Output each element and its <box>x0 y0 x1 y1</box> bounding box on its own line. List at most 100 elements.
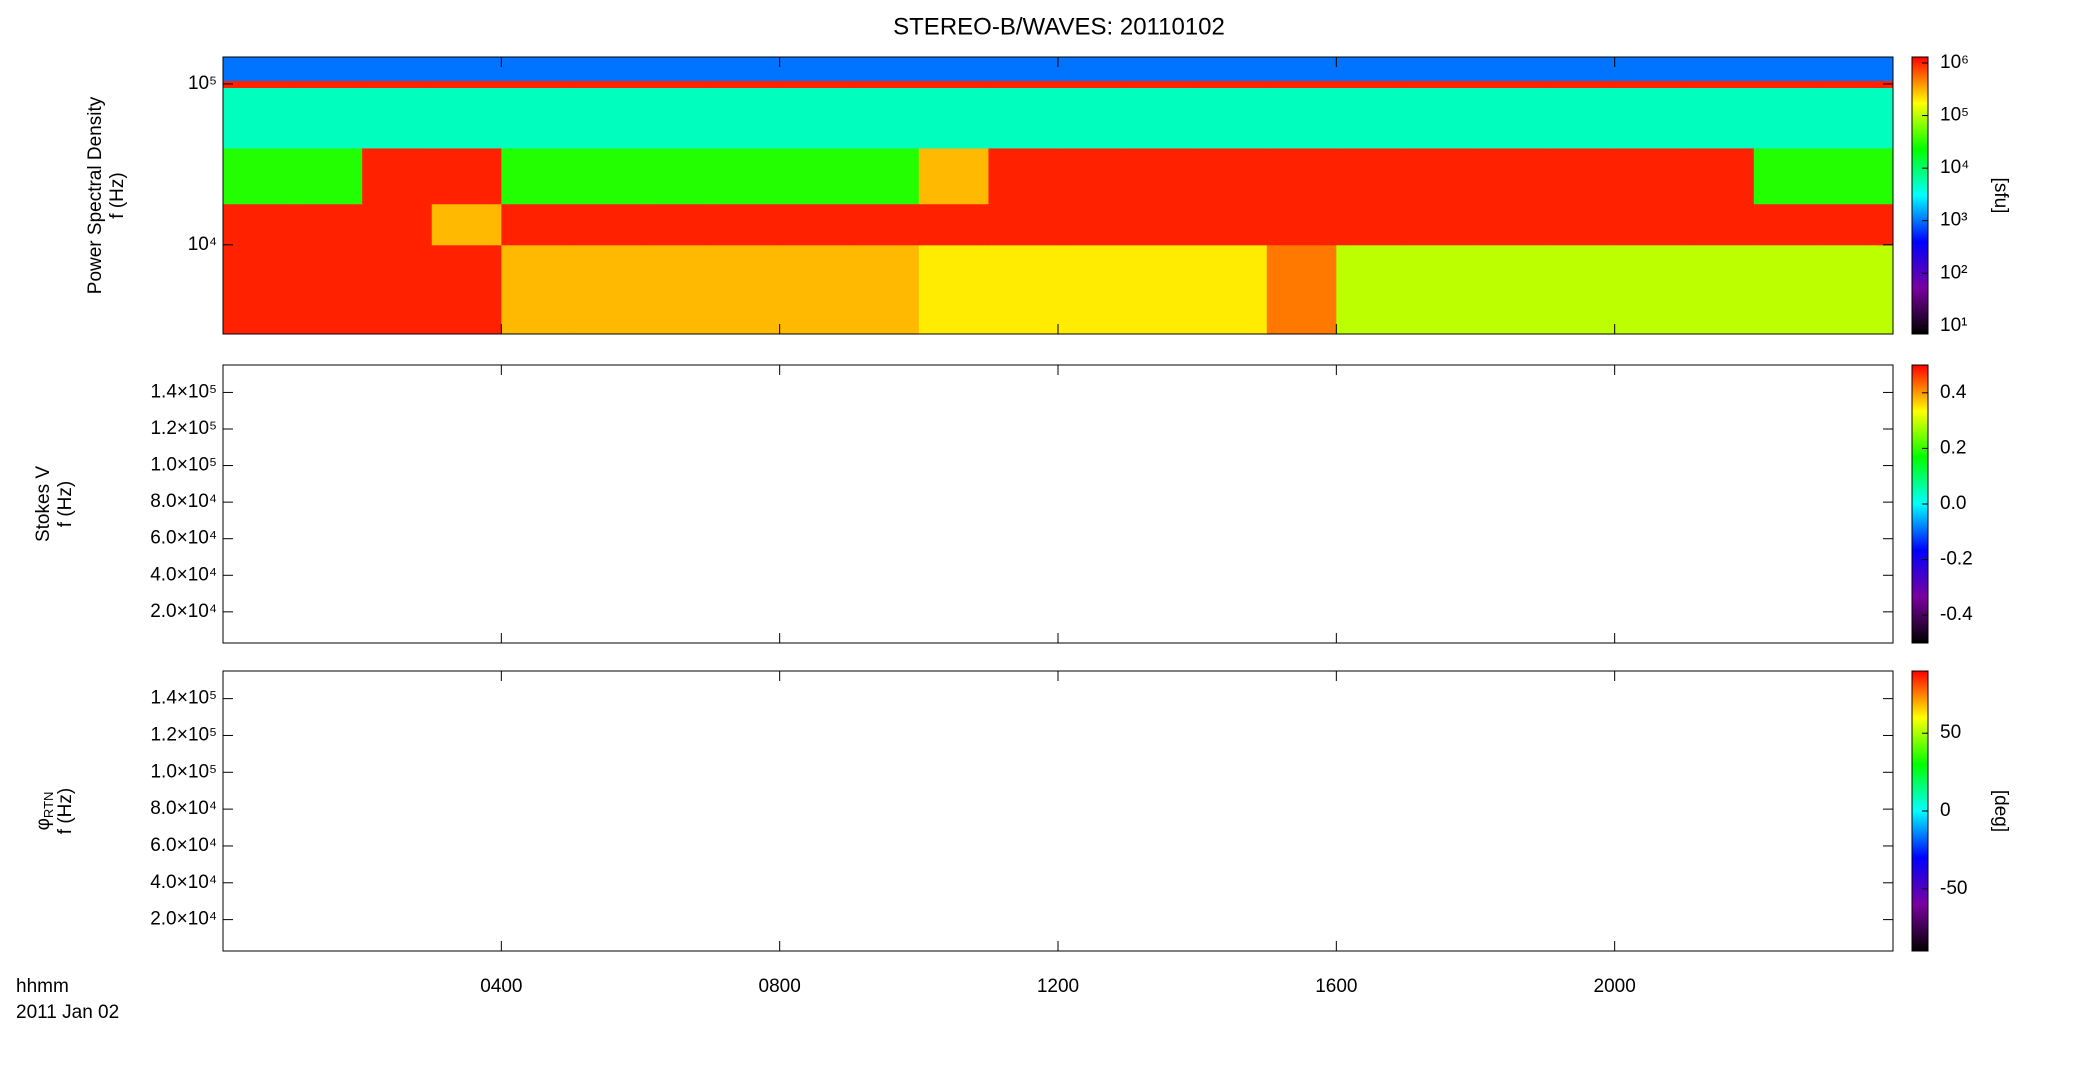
heatmap-cell <box>1405 80 1476 89</box>
colorbar-tick-label: 50 <box>1940 722 1961 743</box>
y-tick-label: 8.0×10⁴ <box>150 491 217 512</box>
heatmap-cell <box>779 244 850 335</box>
y-axis-label: φRTN <box>33 792 56 831</box>
x-tick-label: 0400 <box>480 976 522 997</box>
heatmap-cell <box>918 80 989 89</box>
heatmap-cell <box>1614 80 1685 89</box>
heatmap-cell <box>1336 80 1407 89</box>
colorbar-tick-label: 10¹ <box>1940 315 1967 336</box>
heatmap-cell <box>1684 87 1755 149</box>
heatmap-cell <box>1545 244 1616 335</box>
heatmap-cell <box>1545 147 1616 205</box>
heatmap-cell <box>1614 87 1685 149</box>
heatmap-cell <box>362 57 433 82</box>
heatmap-cell <box>292 244 363 335</box>
heatmap-cell <box>640 244 711 335</box>
heatmap-cell <box>710 203 781 246</box>
heatmap-cell <box>1058 57 1129 82</box>
heatmap-cell <box>362 203 433 246</box>
heatmap-cell <box>640 147 711 205</box>
plot-frame <box>222 364 1894 644</box>
heatmap-cell <box>1823 203 1894 246</box>
heatmap-cell <box>362 87 433 149</box>
heatmap-cell <box>779 147 850 205</box>
label-text: f (Hz) <box>107 172 128 218</box>
heatmap-cell <box>1266 203 1337 246</box>
heatmap-cell <box>1266 244 1337 335</box>
heatmap-cell <box>1197 87 1268 149</box>
heatmap-cell <box>292 203 363 246</box>
heatmap-cell <box>779 80 850 89</box>
heatmap-cell <box>918 244 989 335</box>
heatmap-cell <box>362 147 433 205</box>
colorbar-tick-label: -0.4 <box>1940 604 1973 625</box>
heatmap-cell <box>779 57 850 82</box>
y-tick-label: 1.2×10⁵ <box>150 418 217 439</box>
y-tick-label: 4.0×10⁴ <box>150 872 217 893</box>
heatmap-cell <box>1823 244 1894 335</box>
colorbar-label: [deg] <box>1990 790 2011 832</box>
heatmap-cell <box>223 57 294 82</box>
heatmap-cell <box>1405 87 1476 149</box>
x-tick-label: 1200 <box>1037 976 1079 997</box>
y-tick-label: 1.4×10⁵ <box>150 381 217 402</box>
heatmap-cell <box>431 203 502 246</box>
chart-title: STEREO-B/WAVES: 20110102 <box>893 13 1225 40</box>
y-tick-label: 10⁴ <box>188 234 217 255</box>
heatmap-cell <box>1753 147 1824 205</box>
heatmap-cell <box>1684 147 1755 205</box>
y-axis-label: f (Hz) <box>107 172 128 218</box>
heatmap-cell <box>640 87 711 149</box>
heatmap-cell <box>849 244 920 335</box>
heatmap-cell <box>1127 57 1198 82</box>
heatmap-cell <box>1475 147 1546 205</box>
heatmap-cell <box>640 80 711 89</box>
heatmap-cell <box>1823 57 1894 82</box>
heatmap-cell <box>1545 87 1616 149</box>
label-text: φ <box>33 818 54 830</box>
colorbar-tick-label: 10⁶ <box>1940 52 1969 73</box>
heatmap-cell <box>1266 57 1337 82</box>
y-tick-label: 6.0×10⁴ <box>150 528 217 549</box>
heatmap-cell <box>570 57 641 82</box>
heatmap-cell <box>570 87 641 149</box>
heatmap-cell <box>1684 57 1755 82</box>
heatmap-cell <box>1614 203 1685 246</box>
heatmap-cell <box>292 87 363 149</box>
heatmap-cell <box>223 147 294 205</box>
heatmap-cell <box>431 244 502 335</box>
colorbar-tick-label: 0 <box>1940 800 1951 821</box>
heatmap-cell <box>710 57 781 82</box>
heatmap-cell <box>501 147 572 205</box>
colorbar-tick-label: 0.0 <box>1940 493 1966 514</box>
colorbar-tick-label: 10² <box>1940 262 1967 283</box>
heatmap-cell <box>1823 147 1894 205</box>
colorbar <box>1911 56 1929 335</box>
y-tick-label: 10⁵ <box>188 73 217 94</box>
y-axis-label: Power Spectral Density <box>85 96 106 294</box>
heatmap-cell <box>501 80 572 89</box>
colorbar-tick-label: 0.4 <box>1940 382 1967 403</box>
heatmap-cell <box>1753 80 1824 89</box>
heatmap-cell <box>1545 203 1616 246</box>
heatmap-cell <box>1545 57 1616 82</box>
heatmap-cell <box>918 57 989 82</box>
y-axis-label: Stokes V <box>33 466 54 542</box>
heatmap-cell <box>570 244 641 335</box>
heatmap-cell <box>1475 244 1546 335</box>
heatmap-cell <box>988 57 1059 82</box>
heatmap-cell <box>1753 57 1824 82</box>
heatmap-cell <box>1266 80 1337 89</box>
heatmap-cell <box>1058 80 1129 89</box>
colorbar-tick-label: 0.2 <box>1940 437 1966 458</box>
y-tick-label: 1.2×10⁵ <box>150 724 217 745</box>
heatmap-cell <box>1336 57 1407 82</box>
heatmap-cell <box>1405 203 1476 246</box>
heatmap-cell <box>501 87 572 149</box>
heatmap-cell <box>1197 244 1268 335</box>
y-axis-label: f (Hz) <box>55 788 76 834</box>
heatmap-cell <box>640 57 711 82</box>
plot-frame <box>222 670 1894 952</box>
heatmap-cell <box>362 244 433 335</box>
heatmap-cell <box>779 87 850 149</box>
